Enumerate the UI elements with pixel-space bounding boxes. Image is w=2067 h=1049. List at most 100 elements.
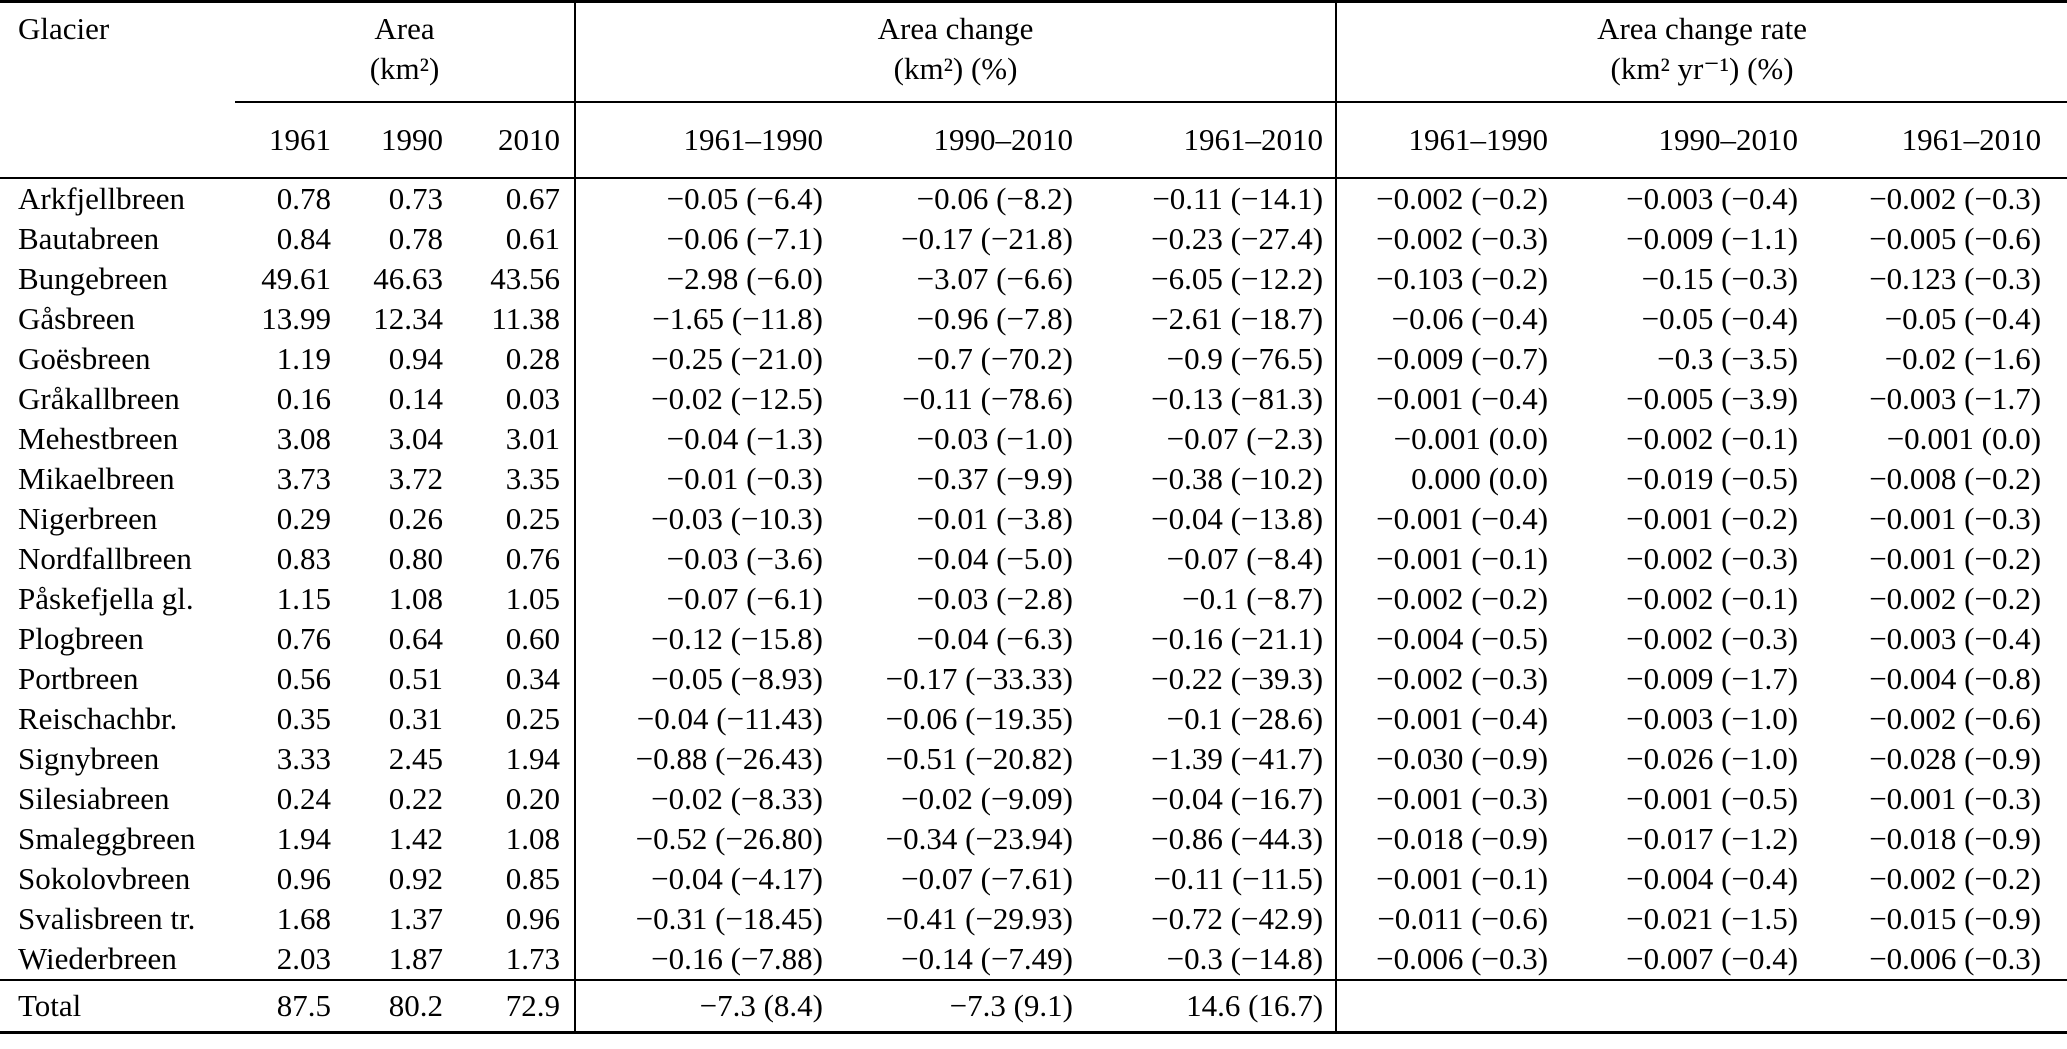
rate-1961-1990-cell: −0.001 (−0.1) — [1376, 860, 1549, 896]
col-header-glacier: Glacier — [18, 11, 110, 46]
rate-1961-1990-cell: −0.103 (−0.2) — [1376, 260, 1549, 296]
glacier-name-cell: Bautabreen — [18, 220, 160, 256]
change-1990-2010-cell: −0.04 (−6.3) — [916, 620, 1074, 656]
rate-1961-2010-cell: −0.05 (−0.4) — [1884, 300, 2042, 336]
area-2010-cell: 43.56 — [447, 258, 577, 299]
col-header-2010: 2010 — [447, 101, 577, 179]
change-1961-2010-cell: −0.3 (−14.8) — [1077, 938, 1338, 980]
change-1961-2010-cell: −0.11 (−11.5) — [1077, 858, 1338, 899]
change-1961-2010-cell: −0.23 (−27.4) — [1077, 218, 1338, 259]
rate-1990-2010-cell: −0.007 (−0.4) — [1626, 940, 1799, 976]
glacier-name-cell: Mikaelbreen — [18, 460, 175, 496]
rate-1961-1990-cell: −0.011 (−0.6) — [1377, 900, 1549, 936]
col-header-1990: 1990 — [335, 101, 447, 179]
area-1990-cell: 46.63 — [373, 260, 443, 296]
glacier-name-cell: Goësbreen — [18, 340, 151, 376]
area-1990-cell: 0.51 — [388, 660, 443, 696]
glacier-name-cell: Silesiabreen — [18, 780, 170, 816]
table-row: Gråkallbreen 0.16 0.14 0.03 −0.02 (−12.5… — [0, 378, 2067, 419]
rate-1990-2010-cell: −0.002 (−0.3) — [1626, 620, 1799, 656]
group-header-area-change-rate: Area change rate (km² yr⁻¹) (%) — [1336, 1, 2067, 103]
glacier-name-cell: Smaleggbreen — [18, 820, 196, 856]
change-1961-1990-cell: −0.03 (−10.3) — [651, 500, 824, 536]
area-2010-cell: 0.28 — [447, 338, 577, 379]
rate-1990-2010-cell: −0.026 (−1.0) — [1626, 740, 1799, 776]
group-unit-area-change-rate: (km² yr⁻¹) (%) — [1610, 51, 1794, 86]
change-1961-2010-cell: −0.22 (−39.3) — [1077, 658, 1338, 699]
area-2010-cell: 3.35 — [447, 458, 577, 499]
change-1990-2010-cell: −0.03 (−2.8) — [916, 580, 1074, 616]
change-1961-2010-cell: −0.07 (−2.3) — [1077, 418, 1338, 459]
rate-1961-1990-cell: −0.001 (−0.3) — [1376, 780, 1549, 816]
table-row: Svalisbreen tr. 1.68 1.37 0.96 −0.31 (−1… — [0, 898, 2067, 939]
rate-1961-1990-cell: −0.030 (−0.9) — [1376, 740, 1549, 776]
change-1990-2010-cell: −0.04 (−5.0) — [916, 540, 1074, 576]
table-row: Goësbreen 1.19 0.94 0.28 −0.25 (−21.0) −… — [0, 338, 2067, 379]
total-row: Total 87.5 80.2 72.9 −7.3 (8.4) −7.3 (9.… — [0, 978, 2067, 1034]
table-row: Portbreen 0.56 0.51 0.34 −0.05 (−8.93) −… — [0, 658, 2067, 699]
table-row: Smaleggbreen 1.94 1.42 1.08 −0.52 (−26.8… — [0, 818, 2067, 859]
rate-1990-2010-cell: −0.021 (−1.5) — [1626, 900, 1799, 936]
change-1961-1990-cell: −0.07 (−6.1) — [666, 580, 824, 616]
area-1990-cell: 0.64 — [388, 620, 443, 656]
rate-1961-2010-cell: −0.002 (−0.2) — [1869, 580, 2042, 616]
rate-1961-2010-cell: −0.002 (−0.2) — [1869, 860, 2042, 896]
area-2010-cell: 1.73 — [447, 938, 577, 980]
area-1961-cell: 0.96 — [276, 860, 331, 896]
rate-1961-2010-cell: −0.004 (−0.8) — [1869, 660, 2042, 696]
area-1961-cell: 1.94 — [276, 820, 331, 856]
rate-1990-2010-cell: −0.3 (−3.5) — [1657, 340, 1799, 376]
area-2010-cell: 1.05 — [447, 578, 577, 619]
table-row: Gåsbreen 13.99 12.34 11.38 −1.65 (−11.8)… — [0, 298, 2067, 339]
change-1961-2010-cell: −6.05 (−12.2) — [1077, 258, 1338, 299]
group-title-area-change-rate: Area change rate — [1597, 11, 1808, 46]
rate-1961-2010-cell: −0.001 (0.0) — [1886, 420, 2042, 456]
rate-1990-2010-cell: −0.009 (−1.7) — [1626, 660, 1799, 696]
change-1961-2010-cell: −0.9 (−76.5) — [1077, 338, 1338, 379]
table-row: Mikaelbreen 3.73 3.72 3.35 −0.01 (−0.3) … — [0, 458, 2067, 499]
col-header-rate-1990-2010: 1990–2010 — [1552, 101, 1803, 179]
rate-1961-2010-cell: −0.006 (−0.3) — [1869, 940, 2042, 976]
change-1961-1990-cell: −0.88 (−26.43) — [635, 740, 824, 776]
rate-1961-2010-cell: −0.123 (−0.3) — [1869, 260, 2042, 296]
rate-1961-2010-cell: −0.003 (−0.4) — [1869, 620, 2042, 656]
change-1961-1990-cell: −0.02 (−8.33) — [651, 780, 824, 816]
rate-1961-1990-cell: −0.018 (−0.9) — [1376, 820, 1549, 856]
area-1961-cell: 3.33 — [276, 740, 331, 776]
group-unit-area: (km²) — [369, 51, 440, 86]
table-row: Reischachbr. 0.35 0.31 0.25 −0.04 (−11.4… — [0, 698, 2067, 739]
rate-1961-2010-cell: −0.008 (−0.2) — [1869, 460, 2042, 496]
rate-1990-2010-cell: −0.15 (−0.3) — [1641, 260, 1799, 296]
rate-1961-1990-cell: −0.001 (−0.1) — [1376, 540, 1549, 576]
area-1990-cell: 0.92 — [388, 860, 443, 896]
change-1990-2010-cell: −0.37 (−9.9) — [916, 460, 1074, 496]
table-row: Påskefjella gl. 1.15 1.08 1.05 −0.07 (−6… — [0, 578, 2067, 619]
change-1990-2010-cell: −0.06 (−8.2) — [916, 180, 1074, 216]
rate-1961-1990-cell: −0.001 (−0.4) — [1376, 500, 1549, 536]
change-1990-2010-cell: −0.34 (−23.94) — [885, 820, 1074, 856]
change-1961-2010-cell: −0.16 (−21.1) — [1077, 618, 1338, 659]
rate-1961-1990-cell: −0.002 (−0.2) — [1376, 580, 1549, 616]
change-1961-2010-cell: −0.13 (−81.3) — [1077, 378, 1338, 419]
area-2010-cell: 0.03 — [447, 378, 577, 419]
change-1961-2010-cell: −0.11 (−14.1) — [1077, 177, 1338, 219]
change-1961-1990-cell: −0.12 (−15.8) — [651, 620, 824, 656]
rate-1990-2010-cell: −0.003 (−0.4) — [1626, 180, 1799, 216]
area-1990-cell: 1.08 — [388, 580, 443, 616]
area-2010-cell: 3.01 — [447, 418, 577, 459]
change-1990-2010-cell: −0.7 (−70.2) — [916, 340, 1074, 376]
table-row: Nigerbreen 0.29 0.26 0.25 −0.03 (−10.3) … — [0, 498, 2067, 539]
area-1990-cell: 0.26 — [388, 500, 443, 536]
area-2010-cell: 0.76 — [447, 538, 577, 579]
group-title-area-change: Area change — [877, 11, 1034, 46]
rate-1961-2010-cell: −0.001 (−0.2) — [1869, 540, 2042, 576]
change-1961-1990-cell: −0.02 (−12.5) — [651, 380, 824, 416]
glacier-name-cell: Svalisbreen tr. — [18, 900, 196, 936]
total-rate-1961-2010 — [1802, 978, 2067, 1034]
area-1961-cell: 1.68 — [276, 900, 331, 936]
change-1961-2010-cell: −0.04 (−13.8) — [1077, 498, 1338, 539]
change-1961-2010-cell: −0.38 (−10.2) — [1077, 458, 1338, 499]
area-1990-cell: 3.04 — [388, 420, 443, 456]
rate-1961-2010-cell: −0.02 (−1.6) — [1884, 340, 2042, 376]
